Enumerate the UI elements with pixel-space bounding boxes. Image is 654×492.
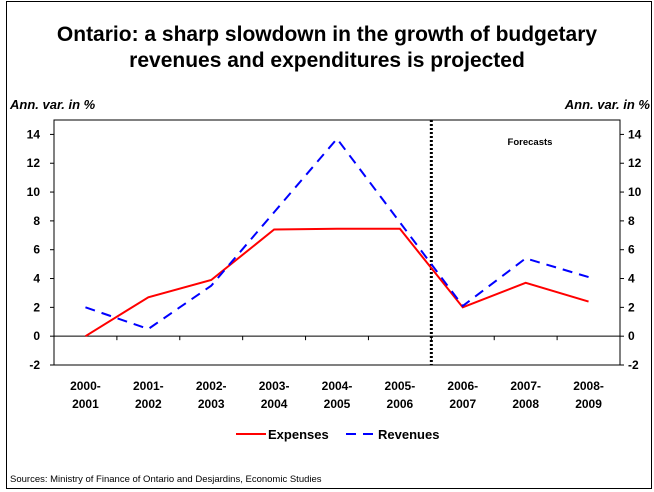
legend-label-revenues: Revenues bbox=[378, 427, 439, 442]
x-tick-label: 2001-2002 bbox=[133, 379, 164, 411]
y-tick-label-left: 2 bbox=[33, 300, 40, 314]
y-tick-label-right: -2 bbox=[628, 358, 639, 372]
x-tick-label: 2005-2006 bbox=[385, 379, 416, 411]
x-tick-label: 2008-2009 bbox=[573, 379, 604, 411]
y-tick-label-left: 0 bbox=[33, 329, 40, 343]
y-tick-label-left: 12 bbox=[27, 156, 41, 170]
y-tick-label-left: 14 bbox=[27, 127, 41, 141]
y-tick-label-right: 2 bbox=[628, 300, 635, 314]
x-tick-label: 2002-2003 bbox=[196, 379, 227, 411]
title-line-1: Ontario: a sharp slowdown in the growth … bbox=[56, 23, 598, 46]
chart-title: Ontario: a sharp slowdown in the growth … bbox=[0, 22, 654, 74]
y-tick-label-right: 10 bbox=[628, 185, 642, 199]
x-tick-label: 2003-2004 bbox=[259, 379, 290, 411]
x-tick-label: 2004-2005 bbox=[322, 379, 353, 411]
x-tick-label: 2007-2008 bbox=[510, 379, 541, 411]
y-tick-label-right: 8 bbox=[628, 214, 635, 228]
forecast-annotation: Forecasts bbox=[508, 137, 553, 148]
x-tick-label: 2006-2007 bbox=[447, 379, 478, 411]
y-tick-label-right: 14 bbox=[628, 127, 642, 141]
series-line-expenses bbox=[84, 227, 589, 338]
y-tick-label-right: 4 bbox=[628, 272, 635, 286]
y-tick-label-right: 0 bbox=[628, 329, 635, 343]
y-axis-label-right: Ann. var. in % bbox=[564, 97, 650, 112]
x-tick-label: 2000-2001 bbox=[70, 379, 101, 411]
legend-label-expenses: Expenses bbox=[268, 427, 329, 442]
chart-frame bbox=[6, 1, 652, 489]
y-tick-label-right: 12 bbox=[628, 156, 642, 170]
plot-area bbox=[53, 119, 621, 366]
source-note: Sources: Ministry of Finance of Ontario … bbox=[10, 474, 322, 485]
y-tick-label-left: 6 bbox=[33, 243, 40, 257]
y-tick-label-left: 10 bbox=[27, 185, 41, 199]
y-tick-label-left: 4 bbox=[33, 272, 40, 286]
title-line-2: revenues and expenditures is projected bbox=[129, 49, 525, 72]
y-tick-label-right: 6 bbox=[628, 243, 635, 257]
series-line-revenues bbox=[85, 137, 589, 331]
y-tick-label-left: 8 bbox=[33, 214, 40, 228]
y-axis-label-left: Ann. var. in % bbox=[10, 97, 96, 112]
y-tick-label-left: -2 bbox=[29, 358, 40, 372]
